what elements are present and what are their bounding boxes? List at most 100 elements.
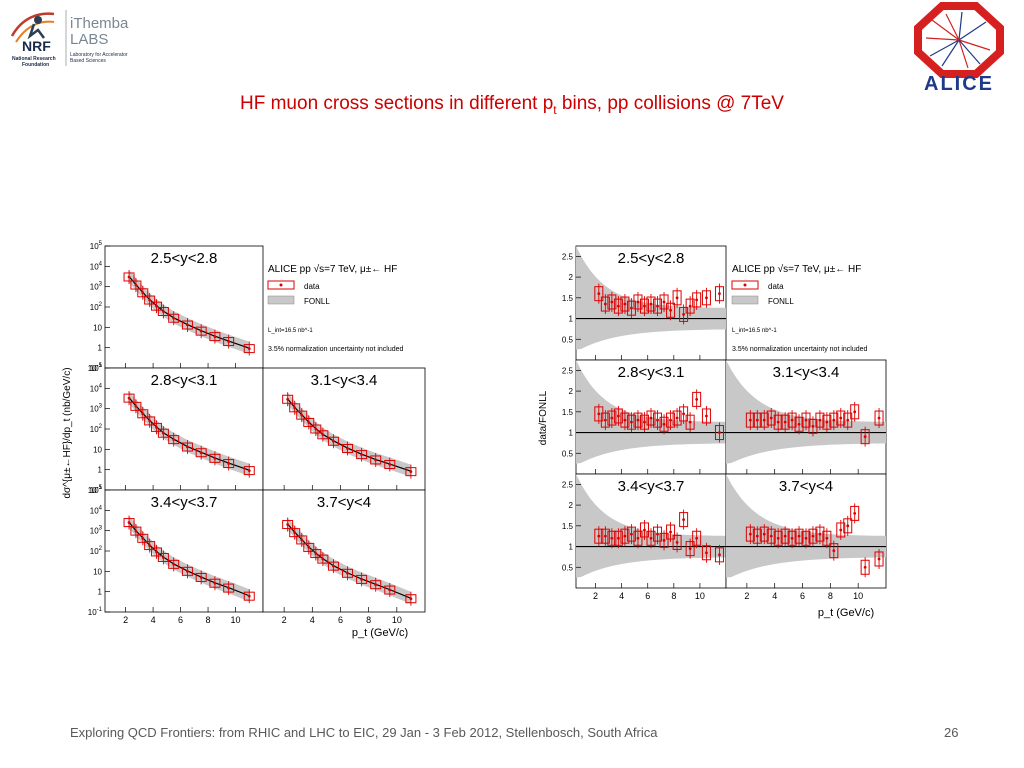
data-point xyxy=(656,418,659,422)
data-point xyxy=(776,420,780,424)
y-tick-label: 1 xyxy=(569,543,574,552)
panel-label: 3.4<y<3.7 xyxy=(151,494,218,511)
data-point xyxy=(199,451,203,455)
data-point xyxy=(748,418,752,422)
data-point xyxy=(705,296,708,300)
data-point xyxy=(705,414,708,418)
data-point xyxy=(669,308,672,312)
data-point xyxy=(682,412,686,416)
y-tick-label: 0.5 xyxy=(562,335,574,344)
data-point xyxy=(688,304,692,308)
y-tick-label: 10-1 xyxy=(88,607,103,617)
data-point xyxy=(656,532,659,536)
data-point xyxy=(649,536,653,540)
data-point xyxy=(616,304,620,308)
panel-3: 3.1<y<3.4 xyxy=(725,359,887,475)
fonll-band xyxy=(726,360,886,464)
data-point xyxy=(346,447,349,450)
x-tick-label: 8 xyxy=(671,591,676,601)
panel-label: 2.5<y<2.8 xyxy=(618,250,685,267)
title-text: HF muon cross sections in different p xyxy=(240,93,554,114)
data-point xyxy=(877,416,881,420)
y-tick-label: 1 xyxy=(569,315,574,324)
y-axis-title: dσ^{μ±←HF}/dp_t (nb/GeV/c) xyxy=(62,367,73,498)
data-point xyxy=(199,576,203,579)
data-point xyxy=(610,300,614,304)
data-point xyxy=(877,557,881,561)
data-point xyxy=(141,536,145,540)
data-point xyxy=(832,418,836,422)
data-point xyxy=(155,304,158,308)
y-tick-label: 102 xyxy=(90,546,103,556)
x-tick-label: 8 xyxy=(206,615,211,625)
x-tick-label: 4 xyxy=(151,615,156,625)
y-tick-label: 103 xyxy=(90,282,103,292)
legend-fonll-swatch xyxy=(267,295,295,305)
ratio-chart: 2.5<y<2.8 2.5 2 1.5 1 0.5 2.8<y<3.1 2.5 2 1.5 1 0.5… xyxy=(538,245,887,619)
x-tick-label: 2 xyxy=(282,615,287,625)
data-point xyxy=(321,557,325,561)
x-tick-label: 8 xyxy=(828,591,833,601)
x-tick-label: 2 xyxy=(123,615,128,625)
data-point xyxy=(597,534,601,538)
data-point xyxy=(675,296,679,300)
ithemba-name2: LABS xyxy=(70,31,108,48)
data-point xyxy=(199,329,203,333)
data-point xyxy=(755,534,759,538)
legend-data-label: data xyxy=(768,282,784,291)
y-tick-label: 2 xyxy=(569,387,574,396)
data-point xyxy=(388,463,392,466)
data-point xyxy=(155,425,158,429)
y-tick-label: 104 xyxy=(90,505,103,515)
x-tick-label: 10 xyxy=(392,615,402,625)
data-point xyxy=(172,438,176,442)
data-point xyxy=(769,416,773,420)
data-point xyxy=(695,536,699,540)
data-point xyxy=(695,298,699,302)
data-point xyxy=(705,551,708,555)
data-point xyxy=(846,418,850,422)
x-tick-label: 6 xyxy=(178,615,183,625)
data-point xyxy=(286,523,290,526)
x-axis-title: p_t (GeV/c) xyxy=(818,607,874,619)
x-tick-label: 4 xyxy=(310,615,315,625)
legend-data-swatch xyxy=(731,280,759,290)
alice-label: ALICE xyxy=(924,73,994,95)
data-point xyxy=(769,534,773,538)
data-point xyxy=(755,418,759,422)
nrf-line2: Foundation xyxy=(22,62,49,68)
data-point xyxy=(748,532,752,536)
y-tick-label: 102 xyxy=(90,302,103,312)
data-point xyxy=(623,418,627,422)
data-point xyxy=(832,549,836,553)
data-point xyxy=(649,302,653,306)
y-tick-label: 1.5 xyxy=(562,522,574,531)
fonll-band xyxy=(576,360,726,464)
legend-data-marker xyxy=(279,283,283,287)
page-number: 26 xyxy=(944,725,959,740)
data-point xyxy=(818,418,822,422)
title-text-end: bins, pp collisions @ 7TeV xyxy=(556,93,784,114)
data-point xyxy=(649,416,653,420)
y-tick-label: 103 xyxy=(90,404,103,414)
data-point xyxy=(790,536,794,540)
data-point xyxy=(247,594,251,598)
y-tick-label: 10 xyxy=(93,445,102,454)
data-point xyxy=(682,518,686,521)
data-point xyxy=(811,534,815,538)
data-point xyxy=(213,581,217,585)
panel-4: 3.4<y<3.7 2.5 2 1.5 1 0.5 2 4 6 8 10 xyxy=(562,473,727,601)
data-point xyxy=(227,462,231,465)
data-point xyxy=(811,424,815,428)
x-tick-label: 2 xyxy=(744,591,749,601)
data-point xyxy=(630,306,633,310)
data-point xyxy=(186,569,189,573)
data-point xyxy=(675,541,679,544)
data-point xyxy=(141,291,145,295)
data-point xyxy=(797,534,801,538)
data-point xyxy=(300,538,304,542)
x-tick-label: 6 xyxy=(338,615,343,625)
ithemba-line2: Based Sciences xyxy=(70,58,106,64)
ithemba-line1: Laboratory for Accelerator xyxy=(70,52,128,58)
data-point xyxy=(804,418,808,422)
